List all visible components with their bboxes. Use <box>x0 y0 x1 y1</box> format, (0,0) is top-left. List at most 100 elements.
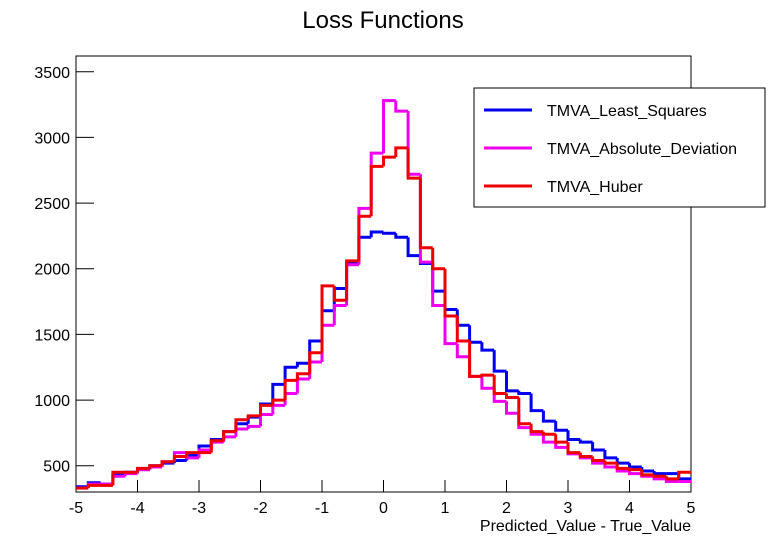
histogram-step <box>517 397 532 426</box>
x-tick-label: 4 <box>625 500 634 517</box>
legend-label: TMVA_Huber <box>547 179 643 196</box>
y-tick-label: 3500 <box>34 65 70 82</box>
histogram-step <box>369 230 384 238</box>
histogram-step <box>246 414 261 420</box>
histogram-step <box>505 371 519 393</box>
histogram-step <box>603 460 618 465</box>
histogram-step <box>591 456 605 462</box>
histogram-step <box>492 375 507 396</box>
histogram-step <box>332 285 347 302</box>
histogram-step <box>578 452 593 459</box>
histogram-step <box>480 376 495 390</box>
legend-label: TMVA_Least_Squares <box>547 103 707 120</box>
histogram-step <box>394 100 409 113</box>
histogram-step <box>382 155 396 167</box>
histogram-step <box>406 237 421 258</box>
legend-label: TMVA_Absolute_Deviation <box>547 141 737 158</box>
histogram-step <box>357 214 372 261</box>
histogram-step <box>554 442 568 449</box>
histogram-step <box>246 424 261 429</box>
histogram-step <box>148 464 163 469</box>
histogram-step <box>197 448 212 458</box>
histogram-step <box>185 451 199 457</box>
histogram-step <box>443 305 458 346</box>
histogram-step <box>640 469 655 477</box>
histogram-step <box>628 468 642 472</box>
histogram-step <box>382 99 396 154</box>
histogram-step <box>394 233 409 239</box>
histogram-step <box>554 421 568 432</box>
histogram-step <box>578 439 593 444</box>
histogram-step <box>480 342 495 352</box>
histogram-step <box>418 178 433 250</box>
y-tick-label: 1500 <box>34 327 70 344</box>
x-tick-label: -4 <box>130 500 144 517</box>
x-tick-label: 1 <box>441 500 450 517</box>
histogram-step <box>283 378 298 401</box>
histogram-step <box>382 231 396 235</box>
x-tick-label: -5 <box>69 500 83 517</box>
histogram-step <box>320 284 335 353</box>
histogram-step <box>172 455 187 462</box>
x-axis-label: Predicted_Value - True_Value <box>480 518 691 535</box>
x-tick-label: -2 <box>253 500 267 517</box>
histogram-step <box>209 439 224 453</box>
histogram-step <box>480 373 495 377</box>
histogram-step <box>222 430 236 441</box>
histogram-step <box>259 403 273 416</box>
histogram-step <box>406 147 421 180</box>
y-tick-label: 1000 <box>34 393 70 410</box>
y-tick-label: 2500 <box>34 196 70 213</box>
x-tick-label: 3 <box>564 500 573 517</box>
histogram-step <box>603 449 618 460</box>
histogram-step <box>468 340 482 378</box>
histogram-step <box>295 372 310 381</box>
histogram-step <box>566 442 581 455</box>
histogram-step <box>160 460 175 466</box>
histogram-step <box>652 474 667 478</box>
histogram-step <box>554 434 568 444</box>
y-tick-label: 3000 <box>34 130 70 147</box>
histogram-step <box>677 470 691 479</box>
y-tick-label: 2000 <box>34 262 70 279</box>
histogram-step <box>443 268 458 318</box>
histogram-step <box>345 259 359 301</box>
histogram-step <box>628 470 642 476</box>
histogram-step <box>308 351 322 374</box>
histogram-step <box>234 418 249 432</box>
histogram-step <box>566 430 581 441</box>
histogram-step <box>394 146 409 158</box>
histogram-step <box>136 466 150 473</box>
histogram-step <box>431 262 445 308</box>
histogram-step <box>271 382 286 405</box>
histogram-step <box>431 247 445 271</box>
histogram-step <box>86 483 101 489</box>
histogram-step <box>455 316 470 343</box>
histogram-step <box>332 304 347 326</box>
histogram-step <box>541 431 556 436</box>
x-tick-label: -3 <box>192 500 206 517</box>
histogram-step <box>541 410 556 423</box>
histogram-step <box>369 164 384 217</box>
x-tick-label: 0 <box>379 500 388 517</box>
histogram-step <box>664 476 679 481</box>
histogram-step <box>283 365 298 385</box>
x-tick-label: 5 <box>687 500 696 517</box>
histogram-step <box>295 361 310 368</box>
chart-title: Loss Functions <box>302 7 463 34</box>
histogram-step <box>529 393 544 413</box>
histogram-step <box>591 442 605 452</box>
histogram-step <box>517 390 532 396</box>
histogram-step <box>455 343 470 359</box>
histogram-step <box>529 423 544 434</box>
x-tick-label: -1 <box>315 500 329 517</box>
histogram-step <box>111 470 126 486</box>
histogram-step <box>505 393 519 399</box>
histogram-step <box>492 350 507 373</box>
histogram-step <box>271 398 286 406</box>
histogram-step <box>541 434 556 444</box>
histogram-step <box>505 401 519 415</box>
y-tick-label: 500 <box>43 459 70 476</box>
